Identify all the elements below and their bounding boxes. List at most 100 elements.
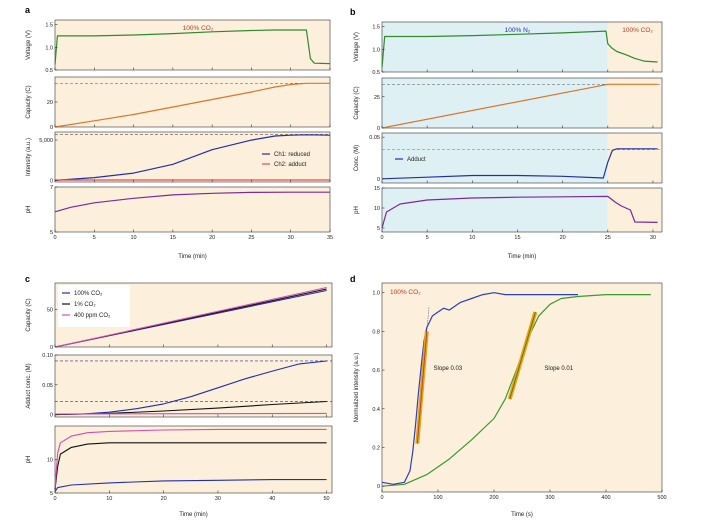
panel-c-x-tick-label: 50 bbox=[324, 496, 330, 502]
panel-c-y-tick-label: 0 bbox=[50, 345, 53, 351]
panel-c-series-2 bbox=[54, 412, 327, 415]
panel-d-plot-area bbox=[381, 282, 663, 493]
panel-a-y-tick-label: 0 bbox=[50, 178, 53, 184]
panel-label-b: b bbox=[350, 7, 356, 17]
panel-c-legend-label: 400 ppm CO₂ bbox=[74, 313, 111, 319]
panel-d-y-tick-label: 0.6 bbox=[372, 368, 380, 374]
panel-a-subplot-0 bbox=[54, 19, 331, 71]
panel-a-ylabel: Voltage (V) bbox=[26, 30, 32, 60]
panel-d-y-tick-label: 0 bbox=[377, 484, 380, 490]
panel-b-series-voltage bbox=[381, 30, 658, 68]
panel-d-x-tick-label: 300 bbox=[545, 495, 554, 501]
panel-c-legend-label: 1% CO₂ bbox=[74, 302, 96, 308]
panel-d-fit-label: Slope 0.03 bbox=[434, 366, 463, 372]
panel-b-subplot-2 bbox=[381, 132, 663, 184]
panel-c-subplot-2 bbox=[54, 425, 333, 494]
panel-b-subplot-3 bbox=[381, 187, 663, 233]
panel-c-legend-label: 100% CO₂ bbox=[74, 291, 103, 297]
panel-d-fit-extension bbox=[426, 306, 430, 332]
panel-b-x-tick-label: 20 bbox=[560, 235, 566, 241]
panel-a-series-voltage bbox=[54, 29, 331, 65]
panel-c-xlabel: Time (min) bbox=[179, 512, 207, 518]
panel-b-ylabel: Conc. (M) bbox=[354, 145, 360, 171]
panel-d-title: 100% CO₂ bbox=[390, 289, 421, 296]
panel-a-series-capacity bbox=[54, 82, 330, 128]
panel-c-series-2 bbox=[54, 428, 327, 488]
panel-c-x-tick-label: 10 bbox=[106, 496, 112, 502]
panel-b-x-tick-label: 5 bbox=[426, 235, 429, 241]
panel-d-x-tick-label: 400 bbox=[601, 495, 610, 501]
panel-b-y-tick-label: 15 bbox=[374, 186, 380, 192]
panel-a-y-tick-label: 5,000 bbox=[39, 138, 53, 144]
panel-d-fit-line-0 bbox=[416, 331, 428, 444]
panel-b-y-tick-label: 1.5 bbox=[372, 25, 380, 31]
panel-b-ylabel: Voltage (V) bbox=[354, 32, 360, 62]
panel-b-y-tick-label: 0.5 bbox=[372, 70, 380, 76]
panel-c-series-0 bbox=[54, 360, 327, 416]
panel-a-y-tick-label: 1.5 bbox=[45, 23, 53, 29]
panel-a-x-tick-label: 15 bbox=[170, 235, 176, 241]
panel-b-y-tick-label: 1.0 bbox=[372, 47, 380, 53]
panel-a-xlabel: Time (min) bbox=[178, 254, 206, 260]
panel-b-series-capacity bbox=[381, 83, 658, 129]
panel-c-y-tick-label: 0.10 bbox=[42, 353, 53, 359]
panel-b-y-tick-label: 10 bbox=[374, 206, 380, 212]
panel-b-x-tick-label: 25 bbox=[605, 235, 611, 241]
panel-b-region-label-n2: 100% N₂ bbox=[505, 27, 531, 34]
panel-b-ylabel: Capacity (C) bbox=[354, 86, 360, 119]
panel-b-y-tick-label: 0 bbox=[377, 177, 380, 183]
panel-b-y-tick-label: 5 bbox=[377, 226, 380, 232]
panel-label-c: c bbox=[25, 274, 30, 284]
panel-d-y-tick-label: 0.4 bbox=[372, 407, 380, 413]
panel-b-xlabel: Time (min) bbox=[508, 254, 536, 260]
panel-a-y-tick-label: 5 bbox=[50, 230, 53, 236]
panel-c-y-tick-label: 0 bbox=[50, 413, 53, 419]
panel-b-series-ph bbox=[381, 195, 658, 229]
panel-d-x-tick-label: 0 bbox=[380, 495, 383, 501]
panel-a-x-tick-label: 30 bbox=[288, 235, 294, 241]
panel-b-subplot-0 bbox=[381, 21, 663, 73]
panel-b-legend-label: Adduct bbox=[407, 157, 426, 163]
panel-d-y-tick-label: 0.2 bbox=[372, 445, 380, 451]
panel-b-x-tick-label: 30 bbox=[650, 235, 656, 241]
panel-a-ylabel: Capacity (C) bbox=[26, 85, 32, 118]
panel-c-legend-box bbox=[58, 285, 130, 327]
panel-b-n2-region bbox=[382, 22, 608, 72]
panel-b-x-tick-label: 10 bbox=[469, 235, 475, 241]
panel-c-series-0 bbox=[54, 479, 327, 493]
panel-b-x-tick-label: 15 bbox=[514, 235, 520, 241]
panel-c-y-tick-label: 10 bbox=[47, 458, 53, 464]
panel-c-x-tick-label: 0 bbox=[53, 496, 56, 502]
panel-label-a: a bbox=[25, 5, 31, 15]
panel-b-y-tick-label: 25 bbox=[374, 95, 380, 101]
panel-b-co2-region bbox=[607, 78, 662, 128]
panel-b-y-tick-label: 0.05 bbox=[369, 135, 380, 141]
panel-d-fit-label: Slope 0.01 bbox=[544, 366, 573, 372]
panel-d-fit-line-1 bbox=[509, 311, 536, 400]
panel-a-y-tick-label: 0.5 bbox=[45, 68, 53, 74]
panel-c-ylabel: Capacity (C) bbox=[26, 298, 32, 331]
panel-b-n2-region bbox=[382, 133, 608, 183]
panel-a-y-tick-label: 1.0 bbox=[45, 45, 53, 51]
panel-a-ylabel: Intensity (a.u.) bbox=[26, 138, 32, 176]
panel-a-x-tick-label: 10 bbox=[131, 235, 137, 241]
panel-b-co2-region bbox=[607, 188, 662, 232]
panel-label-d: d bbox=[350, 274, 356, 284]
panel-b-co2-region bbox=[607, 133, 662, 183]
panel-b-region-label-co2: 100% CO₂ bbox=[622, 27, 653, 34]
panel-c-ylabel: Adduct conc. (M) bbox=[26, 363, 32, 408]
panel-d-x-tick-label: 500 bbox=[657, 495, 666, 501]
panel-a-x-tick-label: 5 bbox=[93, 235, 96, 241]
panel-b-ylabel: pH bbox=[354, 206, 360, 214]
panel-a-series-ph bbox=[54, 191, 330, 213]
panel-c-series-2 bbox=[54, 286, 327, 348]
panel-a-y-tick-label: 20 bbox=[47, 100, 53, 106]
panel-a-legend-label: Ch1: reduced bbox=[274, 152, 310, 158]
panel-a-y-tick-label: 7 bbox=[50, 185, 53, 191]
panel-b-series-adduct bbox=[381, 148, 658, 180]
panel-b-x-tick-label: 0 bbox=[380, 235, 383, 241]
panel-b-subplot-1 bbox=[381, 77, 663, 129]
panel-b-n2-region bbox=[382, 188, 608, 232]
panel-d-ylabel: Normalized intensity (a.u.) bbox=[354, 353, 360, 423]
